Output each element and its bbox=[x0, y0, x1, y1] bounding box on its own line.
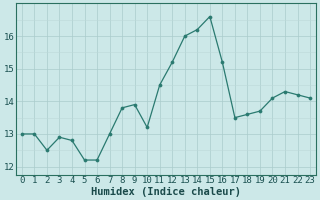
X-axis label: Humidex (Indice chaleur): Humidex (Indice chaleur) bbox=[91, 186, 241, 197]
